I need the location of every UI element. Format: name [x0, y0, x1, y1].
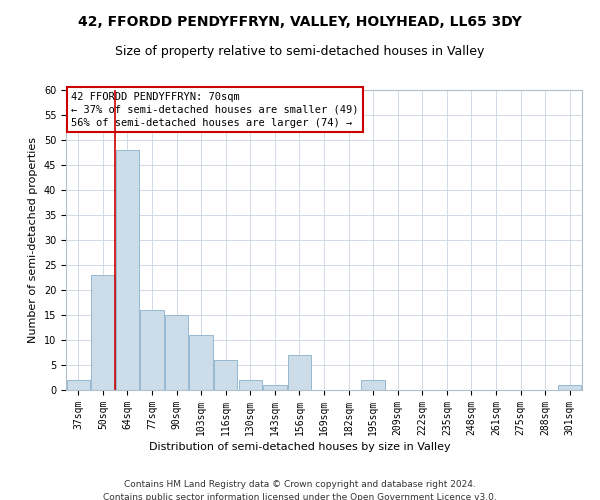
Text: Size of property relative to semi-detached houses in Valley: Size of property relative to semi-detach… — [115, 45, 485, 58]
Text: Contains public sector information licensed under the Open Government Licence v3: Contains public sector information licen… — [103, 492, 497, 500]
Bar — [288, 355, 311, 390]
Bar — [214, 360, 238, 390]
Bar — [558, 385, 581, 390]
Bar — [165, 315, 188, 390]
Bar — [190, 335, 213, 390]
Bar — [116, 150, 139, 390]
Text: 42 FFORDD PENDYFFRYN: 70sqm
← 37% of semi-detached houses are smaller (49)
56% o: 42 FFORDD PENDYFFRYN: 70sqm ← 37% of sem… — [71, 92, 359, 128]
Text: Distribution of semi-detached houses by size in Valley: Distribution of semi-detached houses by … — [149, 442, 451, 452]
Bar — [140, 310, 164, 390]
Bar — [67, 380, 90, 390]
Text: 42, FFORDD PENDYFFRYN, VALLEY, HOLYHEAD, LL65 3DY: 42, FFORDD PENDYFFRYN, VALLEY, HOLYHEAD,… — [78, 15, 522, 29]
Bar — [263, 385, 287, 390]
Bar — [239, 380, 262, 390]
Y-axis label: Number of semi-detached properties: Number of semi-detached properties — [28, 137, 38, 343]
Bar — [91, 275, 115, 390]
Bar — [361, 380, 385, 390]
Text: Contains HM Land Registry data © Crown copyright and database right 2024.: Contains HM Land Registry data © Crown c… — [124, 480, 476, 489]
